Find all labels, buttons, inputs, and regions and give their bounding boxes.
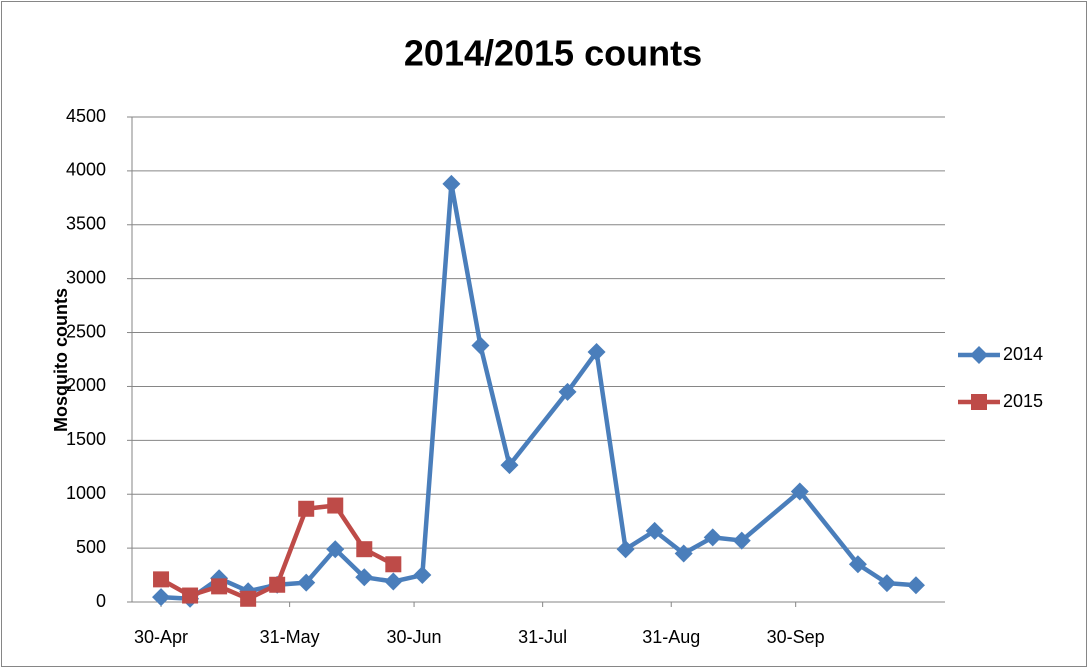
data-point [877,574,896,593]
data-point [356,541,373,558]
data-point [211,578,228,595]
data-point [616,540,635,559]
chart-title: 2014/2015 counts [404,33,702,74]
data-point [385,556,402,573]
y-tick-label: 3500 [66,214,106,234]
y-tick-label: 2500 [66,321,106,341]
data-point [298,500,315,517]
x-tick-label: 30-Sep [767,627,825,647]
data-point [152,588,171,607]
x-tick-label: 31-Aug [642,627,700,647]
data-point [674,544,693,563]
data-point [558,382,577,401]
data-point [326,540,345,559]
data-point [732,531,751,550]
data-point [442,174,461,193]
data-point [500,456,519,475]
data-point [790,482,809,501]
data-point [327,497,344,514]
data-point [471,336,490,355]
data-point [645,521,664,540]
y-tick-label: 500 [76,537,106,557]
data-point [384,572,403,591]
y-tick-label: 0 [96,591,106,611]
data-point [153,571,170,588]
y-tick-label: 4000 [66,160,106,180]
data-point [906,576,925,595]
y-axis-label: Mosquito counts [51,288,71,432]
data-point [182,587,199,604]
legend-label: 2015 [1003,391,1043,411]
legend-label: 2014 [1003,344,1043,364]
data-point [240,590,257,607]
data-point [269,576,286,593]
legend-marker [970,346,988,364]
y-tick-label: 1000 [66,483,106,503]
y-tick-label: 3000 [66,267,106,287]
x-tick-label: 31-Jul [518,627,567,647]
data-point [848,555,867,574]
data-point [355,568,374,587]
x-tick-label: 30-Apr [134,627,188,647]
legend-marker [971,394,987,410]
y-tick-label: 1500 [66,429,106,449]
y-tick-label: 2000 [66,375,106,395]
data-point [587,342,606,361]
x-tick-label: 30-Jun [387,627,442,647]
x-tick-label: 31-May [260,627,320,647]
data-point [703,528,722,547]
data-point [297,573,316,592]
y-tick-label: 4500 [66,106,106,126]
data-point [413,566,432,585]
